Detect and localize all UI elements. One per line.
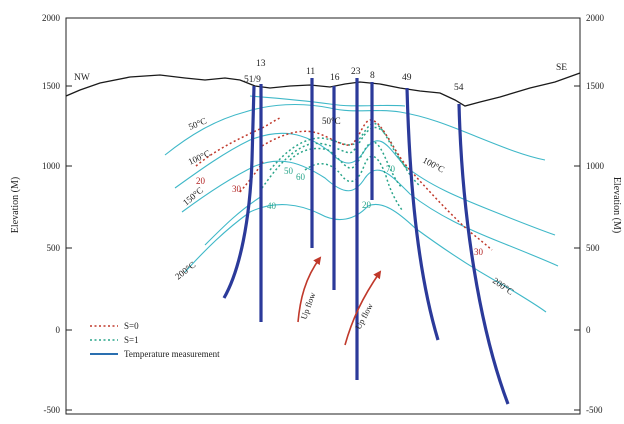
well-label: 11: [306, 67, 315, 77]
isotherm-label-100-left: 100°C: [187, 148, 212, 167]
right-tick-label: 1500: [586, 81, 605, 91]
legend-label-s1: S=1: [124, 335, 139, 345]
up-flow-arrow: [297, 256, 322, 323]
well-tracks: [222, 78, 510, 405]
well-label: 51/9: [244, 75, 261, 85]
isotherm-left-deep: [204, 195, 263, 246]
direction-label-east: SE: [556, 63, 567, 73]
well-labels: 51/9 13 11 16 23 8 49 54: [244, 59, 464, 93]
legend-label-s0: S=0: [124, 321, 139, 331]
isotherm-50: [164, 103, 546, 161]
isotherm-label-200-right: 200°C: [491, 275, 516, 296]
ground-surface-line: [65, 72, 581, 107]
up-flow-arrow: [344, 270, 382, 346]
right-axis: 2000 1500 1000 500 0 -500 Elevation (M): [574, 13, 622, 415]
up-flow-arrows: Up flow Up flow: [297, 256, 382, 346]
well-label: 13: [256, 59, 266, 69]
legend: S=0 S=1 Temperature measurement: [90, 321, 220, 359]
right-tick-label: 500: [586, 243, 600, 253]
left-tick-label: 500: [47, 243, 61, 253]
left-tick-label: -500: [44, 405, 61, 415]
well-54: [457, 103, 510, 405]
direction-label-west: NW: [74, 73, 90, 83]
contour-value-labels: 20 30 30 50 60 40 70 20: [196, 164, 484, 257]
s0-value-label: 30: [232, 184, 242, 194]
up-flow-label: Up flow: [298, 290, 317, 321]
left-tick-label: 2000: [42, 13, 61, 23]
isotherm-150: [181, 160, 559, 267]
isotherm-label-200-left: 200°C: [173, 259, 197, 281]
s1-value-label: 70: [386, 164, 396, 174]
right-axis-title: Elevation (M): [611, 177, 622, 233]
well-label: 54: [454, 83, 464, 93]
isotherm-200: [184, 204, 547, 313]
isotherm-label-50-center: 50°C: [322, 116, 341, 126]
right-tick-label: 2000: [586, 13, 605, 23]
isotherm-label-100-right: 100°C: [421, 155, 446, 175]
s1-contours: [261, 122, 421, 211]
well-51-9: [222, 85, 256, 299]
plot-frame: [65, 17, 581, 415]
well-label: 16: [330, 73, 340, 83]
right-tick-label: -500: [586, 405, 603, 415]
right-tick-label: 1000: [586, 161, 605, 171]
isotherm-50-upper: [249, 95, 406, 107]
isotherm-lines: [164, 95, 559, 313]
s1-value-label: 20: [362, 200, 372, 210]
s1-value-label: 60: [296, 172, 306, 182]
well-label: 8: [370, 71, 375, 81]
legend-label-temperature: Temperature measurement: [124, 349, 220, 359]
left-tick-label: 1000: [42, 161, 61, 171]
isotherm-100: [174, 132, 556, 236]
isotherm-label-50-left: 50°C: [187, 116, 208, 132]
well-label: 23: [351, 67, 361, 77]
s1-value-label: 40: [267, 201, 277, 211]
well-label: 49: [402, 73, 412, 83]
right-tick-label: 0: [586, 325, 591, 335]
well-49: [405, 87, 440, 341]
s0-value-label: 20: [196, 176, 206, 186]
s0-value-label: 30: [474, 247, 484, 257]
s1-value-label: 50: [284, 166, 294, 176]
left-axis: 2000 1500 1000 500 0 -500 Elevation (M): [10, 13, 72, 415]
left-axis-title: Elevation (M): [10, 177, 21, 233]
left-tick-label: 0: [56, 325, 61, 335]
left-tick-label: 1500: [42, 81, 61, 91]
